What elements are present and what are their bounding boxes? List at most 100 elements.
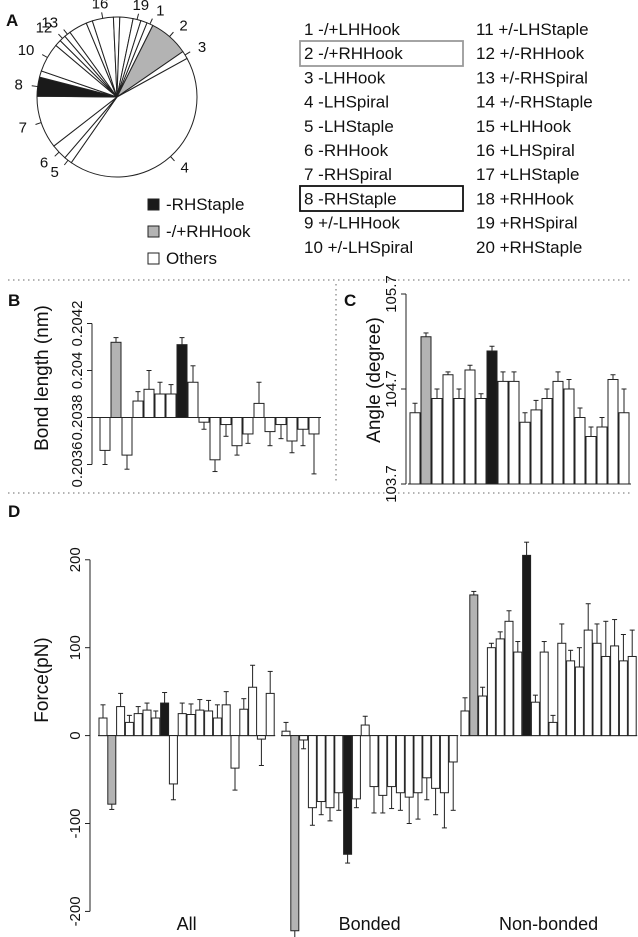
y-tick-label: 0.2038: [69, 395, 86, 441]
bar-15: [253, 402, 265, 418]
bar-11: [519, 421, 531, 485]
bar-6: [154, 393, 166, 418]
motif-item-9: 9 +/-LHHook: [304, 214, 400, 233]
bar-14: [552, 380, 564, 485]
group-label-0: All: [177, 914, 197, 934]
motif-item-11: 11 +/-LHStaple: [476, 20, 589, 39]
panel-letter-a: A: [6, 11, 18, 30]
bar-2-4: [486, 647, 496, 737]
bar-10: [198, 417, 210, 423]
angle-chart: 103.7 104.7 105.7 Angle (degree): [364, 275, 631, 503]
legend-swatch-others: [147, 252, 160, 265]
legend-label-rhhook: -/+RHHook: [166, 222, 251, 241]
motif-box-rhstaple: [299, 185, 464, 212]
pie-label-8: 8: [14, 77, 22, 94]
bar-18: [286, 417, 298, 442]
pie-label-tick-8: [31, 85, 38, 88]
legend-label-others: Others: [166, 249, 217, 268]
bar-2-14: [574, 666, 584, 737]
bar-6: [464, 369, 476, 485]
pie-label-3: 3: [198, 39, 206, 56]
pie-label-tick-5: [63, 159, 69, 166]
pie-label-tick-16: [101, 12, 104, 19]
bar-2-3: [478, 695, 488, 737]
pie-label-tick-10: [41, 54, 48, 58]
pie-label-13: 13: [41, 14, 58, 31]
bar-5: [453, 398, 465, 485]
bar-2-9: [530, 701, 540, 737]
bar-3: [431, 398, 443, 485]
bar-1-8: [343, 735, 353, 855]
y-tick-label: 105.7: [383, 275, 400, 313]
y-tick-label: 0.204: [69, 352, 86, 390]
bar-1-10: [360, 724, 370, 737]
bar-1: [99, 417, 111, 451]
motif-item-15: 15 +LHHook: [476, 117, 571, 136]
bar-1-15: [404, 735, 414, 798]
pie-label-1: 1: [156, 2, 164, 19]
motif-item-6: 6 -RHHook: [304, 141, 389, 160]
bar-3: [121, 417, 133, 456]
bar-7: [165, 393, 177, 418]
pie-label-tick-1: [149, 18, 153, 25]
pie-label-tick-2: [169, 31, 174, 37]
bar-10: [508, 380, 520, 485]
y-tick-label: -100: [67, 808, 84, 838]
bar-0-2: [107, 735, 117, 805]
bar-18: [596, 426, 608, 485]
motif-item-2: 2 -/+RHHook: [304, 44, 403, 63]
y-tick-label: 0: [67, 731, 84, 739]
bar-17: [585, 436, 597, 485]
bar-11: [209, 417, 221, 461]
bar-1-1: [281, 730, 291, 737]
bar-19: [297, 417, 309, 430]
motif-item-20: 20 +RHStaple: [476, 238, 582, 257]
bar-0-12: [195, 709, 205, 737]
pie-label-tick-7: [35, 122, 42, 125]
bar-0-20: [265, 692, 275, 737]
bar-8: [486, 350, 498, 485]
bar-14: [242, 417, 254, 435]
motif-item-7: 7 -RHSpiral: [304, 165, 392, 184]
motif-list: 1 -/+LHHook 2 -/+RHHook 3 -LHHook 4 -LHSpir…: [299, 20, 593, 257]
motif-item-18: 18 +RHHook: [476, 189, 574, 208]
bar-20: [308, 417, 320, 435]
bar-1-9: [351, 735, 361, 800]
bar-2-1: [460, 710, 470, 737]
bar-0-17: [239, 708, 249, 737]
color-legend: -RHStaple -/+RHHook Others: [147, 195, 251, 268]
panel-letter-d: D: [8, 502, 20, 521]
bar-7: [475, 398, 487, 485]
pie-slice-20: [116, 20, 148, 98]
legend-swatch-rhstaple: [147, 198, 160, 211]
bar-2-18: [610, 645, 620, 737]
bar-0-6: [142, 709, 152, 737]
pie-label-10: 10: [18, 42, 35, 59]
bar-17: [275, 417, 287, 426]
pie-label-tick-6: [54, 151, 60, 157]
bar-13: [231, 417, 243, 447]
bar-12: [530, 409, 542, 485]
y-axis-label: Angle (degree): [364, 317, 385, 443]
bar-2-13: [566, 660, 576, 737]
pie-label-tick-13: [63, 29, 68, 35]
bar-2: [110, 341, 122, 418]
bar-0-14: [212, 717, 222, 737]
motif-item-5: 5 -LHStaple: [304, 117, 394, 136]
y-tick-label: 100: [67, 635, 84, 660]
bar-0-3: [116, 706, 126, 737]
bar-0-4: [124, 721, 134, 737]
panel-letter-c: C: [344, 291, 356, 310]
bar-16: [574, 417, 586, 485]
bar-2-17: [601, 655, 611, 737]
bar-2-19: [618, 660, 628, 737]
bar-0-9: [168, 735, 178, 785]
bar-0-8: [160, 702, 170, 737]
group-label-2: Non-bonded: [499, 914, 598, 934]
bar-1-18: [431, 735, 441, 789]
bar-0-15: [221, 704, 231, 737]
bar-1-7: [334, 735, 344, 794]
motif-item-1: 1 -/+LHHook: [304, 20, 400, 39]
